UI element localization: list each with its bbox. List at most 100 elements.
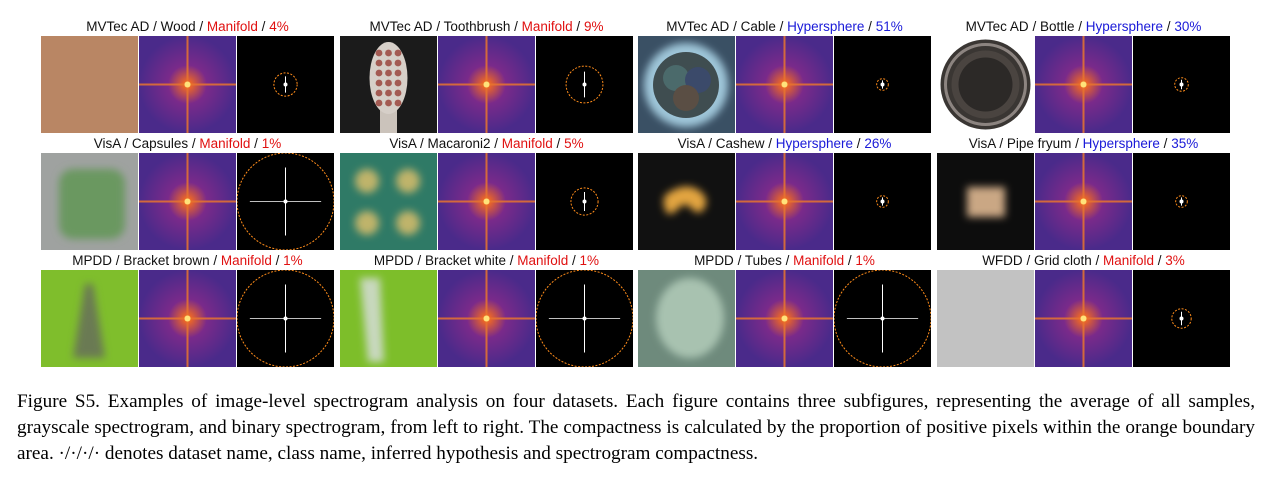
- dataset-name: MVTec AD: [86, 19, 150, 34]
- average-image: [340, 36, 437, 133]
- compactness-value: 1%: [855, 253, 875, 268]
- panel-title: MPDD / Tubes / Manifold / 1%: [694, 253, 875, 268]
- grayscale-spectrogram: [1035, 36, 1132, 133]
- hypothesis-label: Manifold: [1103, 253, 1155, 268]
- binary-spectrogram: [536, 153, 633, 250]
- binary-spectrogram: [834, 270, 931, 367]
- compactness-value: 26%: [864, 136, 892, 151]
- hypothesis-label: Manifold: [199, 136, 251, 151]
- compactness-value: 30%: [1174, 19, 1202, 34]
- binary-spectrogram: [1133, 36, 1230, 133]
- hypothesis-label: Manifold: [501, 136, 553, 151]
- subfigure-row: [638, 36, 931, 133]
- binary-spectrogram: [1133, 153, 1230, 250]
- dataset-name: VisA: [389, 136, 417, 151]
- grayscale-spectrogram: [736, 153, 833, 250]
- average-image: [41, 153, 138, 250]
- panel: MPDD / Bracket white / Manifold / 1%: [340, 253, 633, 369]
- average-image: [340, 153, 437, 250]
- hypothesis-label: Manifold: [206, 19, 258, 34]
- grayscale-spectrogram: [438, 153, 535, 250]
- panel: MPDD / Tubes / Manifold / 1%: [638, 253, 931, 369]
- dataset-name: MVTec AD: [666, 19, 730, 34]
- grayscale-spectrogram: [438, 270, 535, 367]
- class-name: Bracket brown: [123, 253, 210, 268]
- grayscale-spectrogram: [139, 153, 236, 250]
- panel: VisA / Capsules / Manifold / 1%: [41, 136, 334, 252]
- dataset-name: VisA: [677, 136, 705, 151]
- compactness-value: 5%: [564, 136, 584, 151]
- average-image: [340, 270, 437, 367]
- panel: MVTec AD / Cable / Hypersphere / 51%: [638, 19, 931, 135]
- average-image: [937, 36, 1034, 133]
- binary-spectrogram: [536, 36, 633, 133]
- dataset-name: MVTec AD: [965, 19, 1029, 34]
- hypothesis-label: Hypersphere: [775, 136, 854, 151]
- binary-spectrogram: [834, 36, 931, 133]
- grayscale-spectrogram: [736, 36, 833, 133]
- panel: VisA / Pipe fryum / Hypersphere / 35%: [937, 136, 1230, 252]
- subfigure-row: [41, 153, 334, 250]
- subfigure-row: [340, 153, 633, 250]
- binary-spectrogram: [1133, 270, 1230, 367]
- average-image: [41, 270, 138, 367]
- class-name: Tubes: [744, 253, 782, 268]
- panel-title: WFDD / Grid cloth / Manifold / 3%: [982, 253, 1185, 268]
- panel-title: VisA / Pipe fryum / Hypersphere / 35%: [968, 136, 1199, 151]
- grayscale-spectrogram: [1035, 270, 1132, 367]
- average-image: [937, 153, 1034, 250]
- average-image: [638, 153, 735, 250]
- compactness-value: 1%: [283, 253, 303, 268]
- binary-spectrogram: [536, 270, 633, 367]
- panel-title: MPDD / Bracket brown / Manifold / 1%: [72, 253, 303, 268]
- subfigure-row: [340, 270, 633, 367]
- class-name: Wood: [160, 19, 196, 34]
- dataset-name: WFDD: [982, 253, 1023, 268]
- class-name: Grid cloth: [1033, 253, 1092, 268]
- grayscale-spectrogram: [1035, 153, 1132, 250]
- class-name: Capsules: [131, 136, 189, 151]
- hypothesis-label: Hypersphere: [1085, 19, 1164, 34]
- class-name: Bracket white: [424, 253, 506, 268]
- hypothesis-label: Manifold: [517, 253, 569, 268]
- average-image: [41, 36, 138, 133]
- grayscale-spectrogram: [139, 36, 236, 133]
- panel-title: MVTec AD / Cable / Hypersphere / 51%: [666, 19, 903, 34]
- class-name: Pipe fryum: [1006, 136, 1072, 151]
- grayscale-spectrogram: [139, 270, 236, 367]
- panel: MVTec AD / Wood / Manifold / 4%: [41, 19, 334, 135]
- compactness-value: 1%: [579, 253, 600, 268]
- panel-title: MVTec AD / Bottle / Hypersphere / 30%: [965, 19, 1202, 34]
- subfigure-row: [340, 36, 633, 133]
- average-image: [937, 270, 1034, 367]
- panel-title: MPDD / Bracket white / Manifold / 1%: [373, 253, 600, 268]
- binary-spectrogram: [237, 36, 334, 133]
- subfigure-row: [937, 36, 1230, 133]
- figure-caption: Figure S5. Examples of image-level spect…: [17, 391, 1255, 464]
- compactness-value: 4%: [269, 19, 289, 34]
- dataset-name: MPDD: [72, 253, 113, 268]
- dataset-name: VisA: [93, 136, 121, 151]
- binary-spectrogram: [237, 153, 334, 250]
- hypothesis-label: Manifold: [793, 253, 845, 268]
- average-image: [638, 36, 735, 133]
- compactness-value: 51%: [875, 19, 903, 34]
- dataset-name: VisA: [968, 136, 996, 151]
- panel: VisA / Macaroni2 / Manifold / 5%: [340, 136, 633, 252]
- subfigure-row: [41, 36, 334, 133]
- average-image: [638, 270, 735, 367]
- panel: MPDD / Bracket brown / Manifold / 1%: [41, 253, 334, 369]
- binary-spectrogram: [834, 153, 931, 250]
- class-name: Bottle: [1039, 19, 1075, 34]
- panel-title: MVTec AD / Toothbrush / Manifold / 9%: [369, 19, 604, 34]
- class-name: Cashew: [715, 136, 765, 151]
- subfigure-row: [41, 270, 334, 367]
- class-name: Macaroni2: [427, 136, 491, 151]
- panel: MVTec AD / Bottle / Hypersphere / 30%: [937, 19, 1230, 135]
- grayscale-spectrogram: [438, 36, 535, 133]
- panel-title: MVTec AD / Wood / Manifold / 4%: [86, 19, 289, 34]
- dataset-name: MPDD: [373, 253, 414, 268]
- grayscale-spectrogram: [736, 270, 833, 367]
- subfigure-row: [937, 270, 1230, 367]
- panel-title: VisA / Capsules / Manifold / 1%: [93, 136, 282, 151]
